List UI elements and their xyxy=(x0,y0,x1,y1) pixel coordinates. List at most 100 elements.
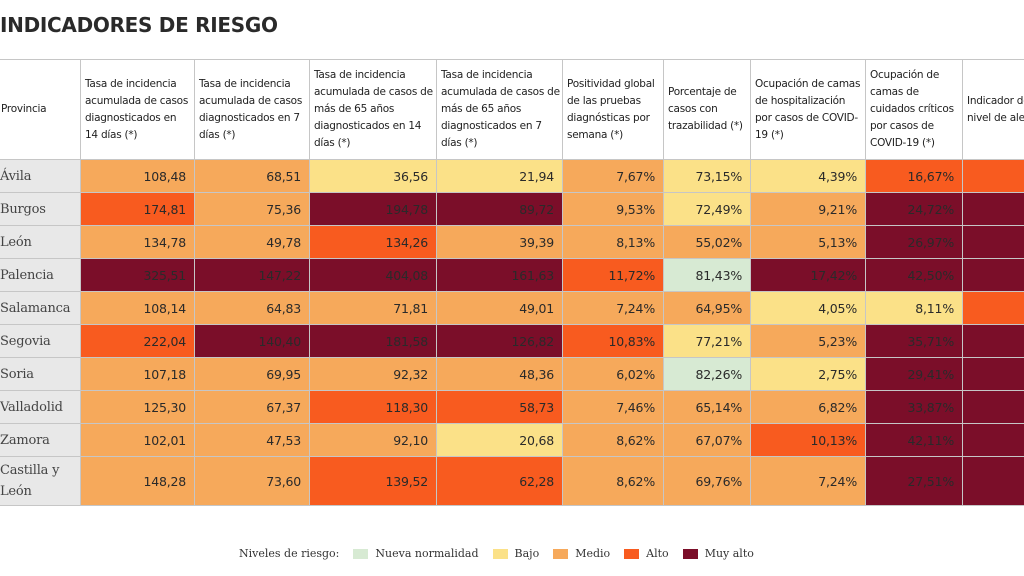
value-cell: 5,23% xyxy=(750,324,866,358)
value-cell: 49,78 xyxy=(194,225,310,259)
legend-label-medio: Medio xyxy=(575,547,611,560)
value-cell: 27,51% xyxy=(865,456,963,506)
province-cell: Zamora xyxy=(0,423,81,457)
province-cell: Soria xyxy=(0,357,81,391)
table-row: Zamora 102,01 47,53 92,10 20,68 8,62% 67,07% 10… xyxy=(0,423,1024,457)
value-cell: 68,51 xyxy=(194,159,310,193)
value-cell: 64,83 xyxy=(194,291,310,325)
value-cell: 4 xyxy=(962,258,1024,292)
value-cell: 75,36 xyxy=(194,192,310,226)
value-cell: 7,67% xyxy=(562,159,664,193)
value-cell: 58,73 xyxy=(436,390,563,424)
table-row: Ávila 108,48 68,51 36,56 21,94 7,67% 73,15% 4,3… xyxy=(0,159,1024,193)
legend-swatch-muy-alto xyxy=(682,548,698,559)
value-cell: 72,49% xyxy=(663,192,751,226)
legend-swatch-bajo xyxy=(492,548,508,559)
value-cell: 4 xyxy=(962,225,1024,259)
value-cell: 81,43% xyxy=(663,258,751,292)
value-cell: 47,53 xyxy=(194,423,310,457)
value-cell: 148,28 xyxy=(80,456,195,506)
table-row: Burgos 174,81 75,36 194,78 89,72 9,53% 72,49% 9… xyxy=(0,192,1024,226)
value-cell: 24,72% xyxy=(865,192,963,226)
value-cell: 20,68 xyxy=(436,423,563,457)
value-cell: 42,50% xyxy=(865,258,963,292)
value-cell: 4 xyxy=(962,357,1024,391)
column-header: Tasa de incidencia acumulada de casos de… xyxy=(436,59,563,160)
value-cell: 4 xyxy=(962,423,1024,457)
value-cell: 4 xyxy=(962,324,1024,358)
value-cell: 62,28 xyxy=(436,456,563,506)
value-cell: 39,39 xyxy=(436,225,563,259)
province-cell: León xyxy=(0,225,81,259)
value-cell: 77,21% xyxy=(663,324,751,358)
value-cell: 49,01 xyxy=(436,291,563,325)
column-header: Positividad global de las pruebas diagnó… xyxy=(562,59,664,160)
legend-title: Niveles de riesgo: xyxy=(239,547,340,560)
value-cell: 404,08 xyxy=(309,258,437,292)
value-cell: 71,81 xyxy=(309,291,437,325)
table-row: Valladolid 125,30 67,37 118,30 58,73 7,46% 65,… xyxy=(0,390,1024,424)
risk-legend: Niveles de riesgo: Nueva normalidad Bajo… xyxy=(239,547,754,560)
value-cell: 194,78 xyxy=(309,192,437,226)
value-cell: 73,60 xyxy=(194,456,310,506)
province-cell: Salamanca xyxy=(0,291,81,325)
value-cell: 82,26% xyxy=(663,357,751,391)
column-header: Tasa de incidencia acumulada de casos de… xyxy=(309,59,437,160)
value-cell: 33,87% xyxy=(865,390,963,424)
legend-label-muy-alto: Muy alto xyxy=(704,547,754,560)
value-cell: 140,40 xyxy=(194,324,310,358)
value-cell: 11,72% xyxy=(562,258,664,292)
value-cell: 8,62% xyxy=(562,456,664,506)
value-cell: 48,36 xyxy=(436,357,563,391)
legend-swatch-nueva-normalidad xyxy=(353,548,369,559)
value-cell: 8,11% xyxy=(865,291,963,325)
value-cell: 125,30 xyxy=(80,390,195,424)
value-cell: 8,62% xyxy=(562,423,664,457)
value-cell: 65,14% xyxy=(663,390,751,424)
value-cell: 4 xyxy=(962,456,1024,506)
value-cell: 2,75% xyxy=(750,357,866,391)
value-cell: 325,51 xyxy=(80,258,195,292)
value-cell: 16,67% xyxy=(865,159,963,193)
value-cell: 102,01 xyxy=(80,423,195,457)
legend-swatch-alto xyxy=(624,548,640,559)
value-cell: 174,81 xyxy=(80,192,195,226)
value-cell: 35,71% xyxy=(865,324,963,358)
value-cell: 108,14 xyxy=(80,291,195,325)
value-cell: 3 xyxy=(962,291,1024,325)
value-cell: 67,07% xyxy=(663,423,751,457)
value-cell: 6,82% xyxy=(750,390,866,424)
value-cell: 134,78 xyxy=(80,225,195,259)
value-cell: 4,39% xyxy=(750,159,866,193)
risk-indicators-table: Provincia Tasa de incidencia acumulada d… xyxy=(0,59,1024,506)
table-row: Castilla y León 148,28 73,60 139,52 62,28 8,6… xyxy=(0,456,1024,506)
value-cell: 64,95% xyxy=(663,291,751,325)
legend-label-nueva-normalidad: Nueva normalidad xyxy=(375,547,479,560)
value-cell: 161,63 xyxy=(436,258,563,292)
table-row: Segovia 222,04 140,40 181,58 126,82 10,83% 77,… xyxy=(0,324,1024,358)
value-cell: 26,97% xyxy=(865,225,963,259)
value-cell: 21,94 xyxy=(436,159,563,193)
table-row: Soria 107,18 69,95 92,32 48,36 6,02% 82,26% 2,7… xyxy=(0,357,1024,391)
value-cell: 7,24% xyxy=(750,456,866,506)
value-cell: 4 xyxy=(962,192,1024,226)
value-cell: 9,21% xyxy=(750,192,866,226)
value-cell: 73,15% xyxy=(663,159,751,193)
value-cell: 10,83% xyxy=(562,324,664,358)
table-body: Ávila 108,48 68,51 36,56 21,94 7,67% 73,15% 4,3… xyxy=(0,159,1024,506)
column-header: Indicador de nivel de alerta xyxy=(962,59,1024,160)
legend-label-bajo: Bajo xyxy=(514,547,540,560)
value-cell: 222,04 xyxy=(80,324,195,358)
value-cell: 8,13% xyxy=(562,225,664,259)
value-cell: 6,02% xyxy=(562,357,664,391)
table-row: Palencia 325,51 147,22 404,08 161,63 11,72% 81… xyxy=(0,258,1024,292)
column-header: Tasa de incidencia acumulada de casos di… xyxy=(194,59,310,160)
value-cell: 134,26 xyxy=(309,225,437,259)
province-cell: Burgos xyxy=(0,192,81,226)
value-cell: 55,02% xyxy=(663,225,751,259)
column-header: Ocupación de camas de cuidados críticos … xyxy=(865,59,963,160)
page-title: INDICADORES DE RIESGO xyxy=(0,13,278,37)
value-cell: 7,46% xyxy=(562,390,664,424)
table-row: León 134,78 49,78 134,26 39,39 8,13% 55,02% 5,1… xyxy=(0,225,1024,259)
column-header: Ocupación de camas de hospitalización po… xyxy=(750,59,866,160)
